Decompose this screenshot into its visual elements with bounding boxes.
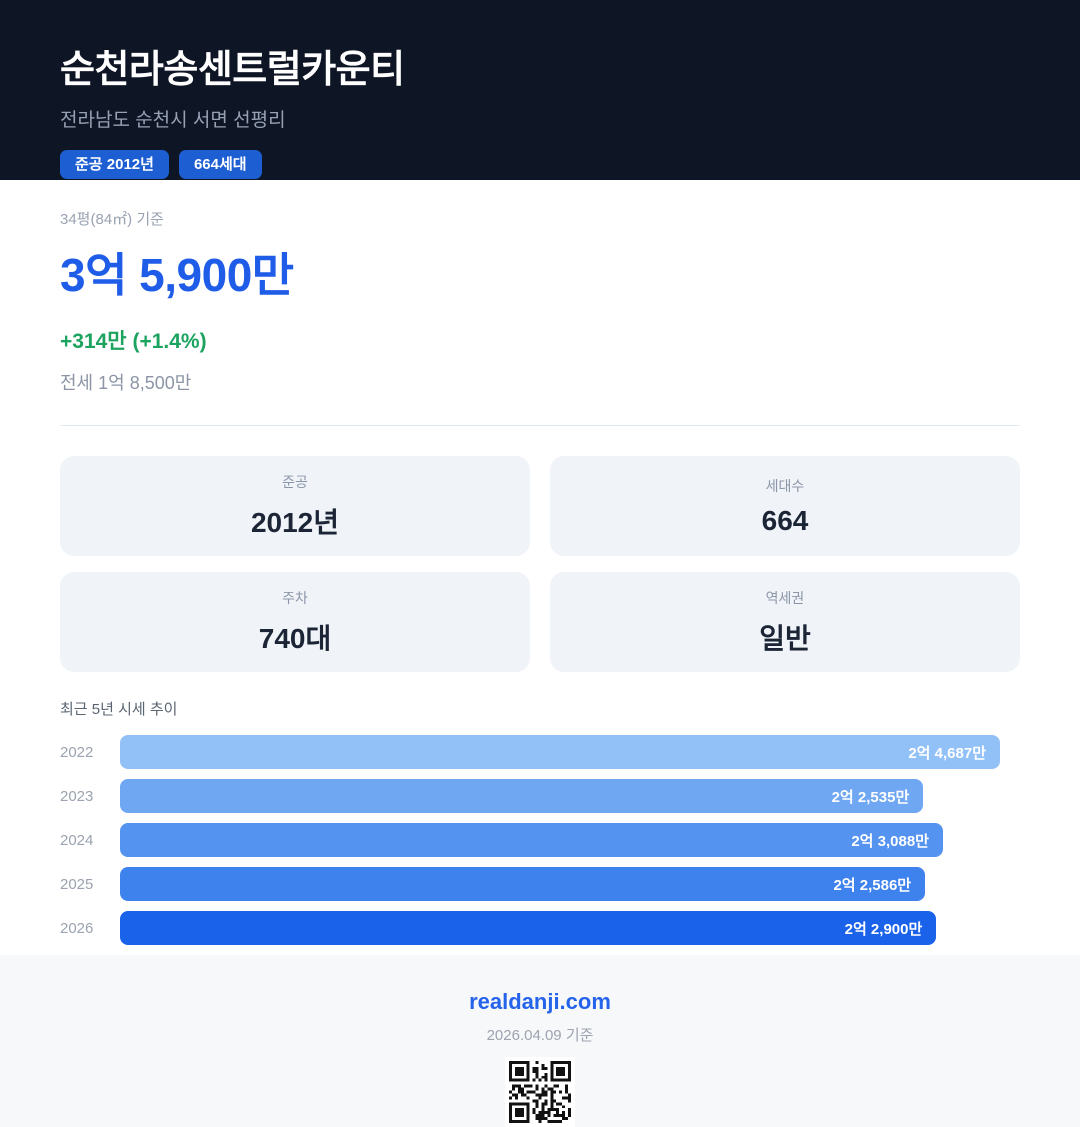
- divider: [60, 425, 1020, 426]
- price-basis-label: 34평(84㎡) 기준: [60, 211, 164, 228]
- info-card-households: 세대수 664: [550, 456, 1020, 556]
- chart-title: 최근 5년 시세 추이: [60, 701, 178, 718]
- page-title: 순천라송센트럴카운티: [60, 49, 405, 91]
- bar-row-2023: 2023 2억 2,535만: [60, 779, 1020, 813]
- bar-track: 2억 3,088만: [120, 823, 1000, 857]
- bar-row-2026: 2026 2억 2,900만: [60, 911, 1020, 945]
- bar-track: 2억 4,687만: [120, 735, 1000, 769]
- bar-year-label: 2023: [60, 787, 94, 805]
- bar-year-label: 2022: [60, 743, 94, 761]
- bar-year-label: 2026: [60, 919, 94, 937]
- price-bar: 2억 2,535만: [120, 779, 924, 813]
- price-bar: 2억 2,586만: [120, 867, 926, 901]
- bar-track: 2억 2,586만: [120, 867, 1000, 901]
- bar-track: 2억 2,535만: [120, 779, 1000, 813]
- info-card-value: 일반: [759, 622, 811, 654]
- bar-row-2022: 2022 2억 4,687만: [60, 735, 1020, 769]
- completion-year-badge: 준공 2012년: [60, 150, 169, 179]
- info-card-value: 2012년: [250, 506, 340, 538]
- bar-year-label: 2024: [60, 831, 94, 849]
- info-card-label: 주차: [282, 589, 308, 606]
- badge-row: 준공 2012년 664세대: [60, 150, 1020, 179]
- household-count-badge: 664세대: [178, 150, 262, 179]
- data-date: 2026.04.09 기준: [486, 1027, 594, 1044]
- info-card-label: 역세권: [765, 589, 805, 606]
- address: 전라남도 순천시 서면 선평리: [60, 110, 286, 131]
- price-change: +314만 (+1.4%): [60, 330, 207, 353]
- site-link[interactable]: realdanji.com: [469, 989, 611, 1014]
- price-section: 34평(84㎡) 기준 3억 5,900만 +314만 (+1.4%) 전세 1…: [0, 180, 1080, 395]
- info-card-station-area: 역세권 일반: [550, 572, 1020, 672]
- qr-code-icon: [505, 1057, 575, 1127]
- info-card-label: 준공: [282, 473, 308, 490]
- info-card-label: 세대수: [765, 477, 805, 494]
- bar-chart: 2022 2억 4,687만 2023 2억 2,535만 2024 2억 3,088만 2…: [60, 735, 1020, 945]
- bar-row-2024: 2024 2억 3,088만: [60, 823, 1020, 857]
- jeonse-price: 전세 1억 8,500만: [60, 373, 192, 393]
- info-card-completion: 준공 2012년: [60, 456, 530, 556]
- info-card-grid: 준공 2012년 세대수 664 주차 740대 역세권 일반: [60, 456, 1020, 672]
- info-card-value: 740대: [258, 622, 332, 654]
- price-trend-chart: 최근 5년 시세 추이 2022 2억 4,687만 2023 2억 2,535만 20…: [60, 698, 1020, 955]
- info-card-value: 664: [761, 504, 809, 536]
- price-bar: 2억 2,900만: [120, 911, 937, 945]
- footer: realdanji.com 2026.04.09 기준: [0, 955, 1080, 1127]
- bar-row-2025: 2025 2억 2,586만: [60, 867, 1020, 901]
- price-bar: 2억 4,687만: [120, 735, 1000, 769]
- bar-year-label: 2025: [60, 875, 94, 893]
- header: 순천라송센트럴카운티 전라남도 순천시 서면 선평리 준공 2012년 664세…: [0, 0, 1080, 180]
- current-price: 3억 5,900만: [60, 249, 294, 301]
- price-bar: 2억 3,088만: [120, 823, 943, 857]
- bar-track: 2억 2,900만: [120, 911, 1000, 945]
- info-card-parking: 주차 740대: [60, 572, 530, 672]
